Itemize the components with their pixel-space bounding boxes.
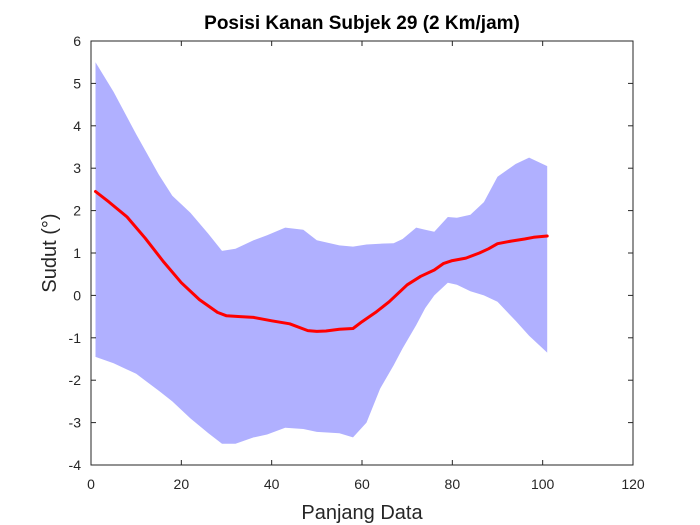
y-tick-label: -2: [69, 372, 82, 388]
x-tick-label: 120: [621, 476, 645, 492]
y-axis: -4 -3 -2 -1 0 1 2 3 4 5 6: [69, 33, 633, 473]
y-tick-label: 5: [73, 75, 81, 91]
x-tick-label: 40: [264, 476, 280, 492]
x-tick-label: 20: [174, 476, 190, 492]
y-axis-label: Sudut (°): [39, 213, 61, 292]
x-tick-label: 80: [445, 476, 461, 492]
mean-line: [94, 190, 549, 333]
y-tick-label: 2: [73, 203, 81, 219]
x-tick-label: 100: [531, 476, 555, 492]
x-tick-label: 60: [354, 476, 370, 492]
y-tick-label: -4: [69, 457, 82, 473]
confidence-band: [95, 62, 548, 444]
chart-title: Posisi Kanan Subjek 29 (2 Km/jam): [204, 13, 520, 34]
y-tick-label: 3: [73, 160, 81, 176]
y-tick-label: 6: [73, 33, 81, 49]
x-tick-label: 0: [87, 476, 95, 492]
y-tick-label: -3: [69, 415, 82, 431]
y-tick-label: 4: [73, 118, 81, 134]
x-axis-label: Panjang Data: [301, 502, 423, 524]
y-tick-label: 1: [73, 245, 81, 261]
y-tick-label: -1: [69, 330, 82, 346]
x-axis: 0 20 40 60 80 100 120: [87, 41, 645, 492]
y-tick-label: 0: [73, 287, 81, 303]
